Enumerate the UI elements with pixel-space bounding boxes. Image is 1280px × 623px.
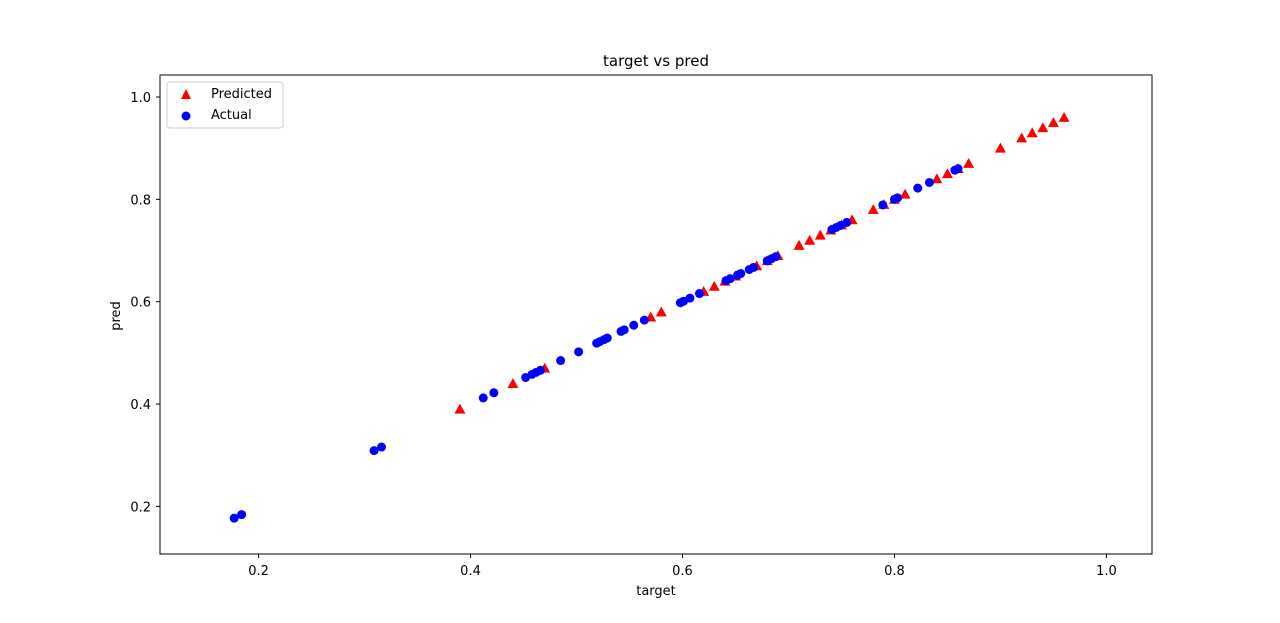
actual-point [771,252,781,262]
predicted-point [867,204,879,214]
legend-marker-predicted [181,89,191,99]
actual-point [237,510,247,520]
actual-point [639,315,649,325]
predicted-point [1058,111,1070,122]
predicted-point [941,168,953,179]
legend-box [166,81,284,129]
legend-marker-actual [181,111,191,121]
actual-point [736,269,746,279]
x-tick-label: 0.6 [672,564,693,579]
predicted-point [507,378,519,388]
actual-point [725,274,735,284]
predicted-point [814,229,826,240]
x-tick-label: 0.8 [884,564,905,579]
actual-point [229,513,239,523]
predicted-point [899,188,911,199]
y-axis: 0.2 0.4 0.6 0.8 1.0 [130,91,160,515]
plot-frame [159,74,1153,555]
predicted-point [931,173,943,184]
legend-label-predicted: Predicted [211,87,272,102]
actual-point [369,446,379,456]
actual-point [556,356,566,366]
predicted-point [994,142,1006,153]
predicted-point [793,239,805,250]
y-tick-label: 1.0 [130,91,151,106]
x-tick-label: 0.4 [460,564,481,579]
actual-point [602,333,612,343]
actual-point [478,393,488,403]
legend-label-actual: Actual [211,108,252,123]
predicted-point [963,158,975,168]
actual-point [749,262,759,272]
legend: Predicted Actual [166,81,284,129]
actual-point [893,193,903,203]
actual-point [685,293,695,303]
actual-point [535,365,545,375]
predicted-point [708,280,720,291]
actual-point [489,388,499,398]
actual-point [694,289,704,299]
actual-point [953,164,963,174]
y-tick-label: 0.2 [130,500,151,515]
actual-point [842,217,852,227]
x-tick-label: 1.0 [1096,564,1117,579]
actual-point [878,200,888,210]
series-layer [229,111,1070,523]
predicted-point [1037,122,1049,133]
predicted-point [655,306,667,317]
actual-point [377,442,387,452]
actual-point [629,320,639,330]
x-tick-label: 0.2 [248,564,269,579]
predicted-point [1047,117,1059,127]
predicted-point [454,403,466,414]
actual-point [924,177,934,187]
chart-title: target vs pred [603,52,709,70]
predicted-point [1016,132,1028,143]
y-tick-label: 0.8 [130,193,151,208]
y-tick-label: 0.6 [130,296,151,311]
y-axis-label: pred [109,301,124,331]
y-tick-label: 0.4 [130,398,151,413]
predicted-point [804,234,816,245]
x-axis: 0.2 0.4 0.6 0.8 1.0 [248,554,1117,579]
actual-point [619,325,629,335]
predicted-point [1026,127,1038,138]
actual-point [913,183,923,193]
x-axis-label: target [636,584,676,599]
actual-point [574,347,584,357]
series-actual [229,164,963,523]
